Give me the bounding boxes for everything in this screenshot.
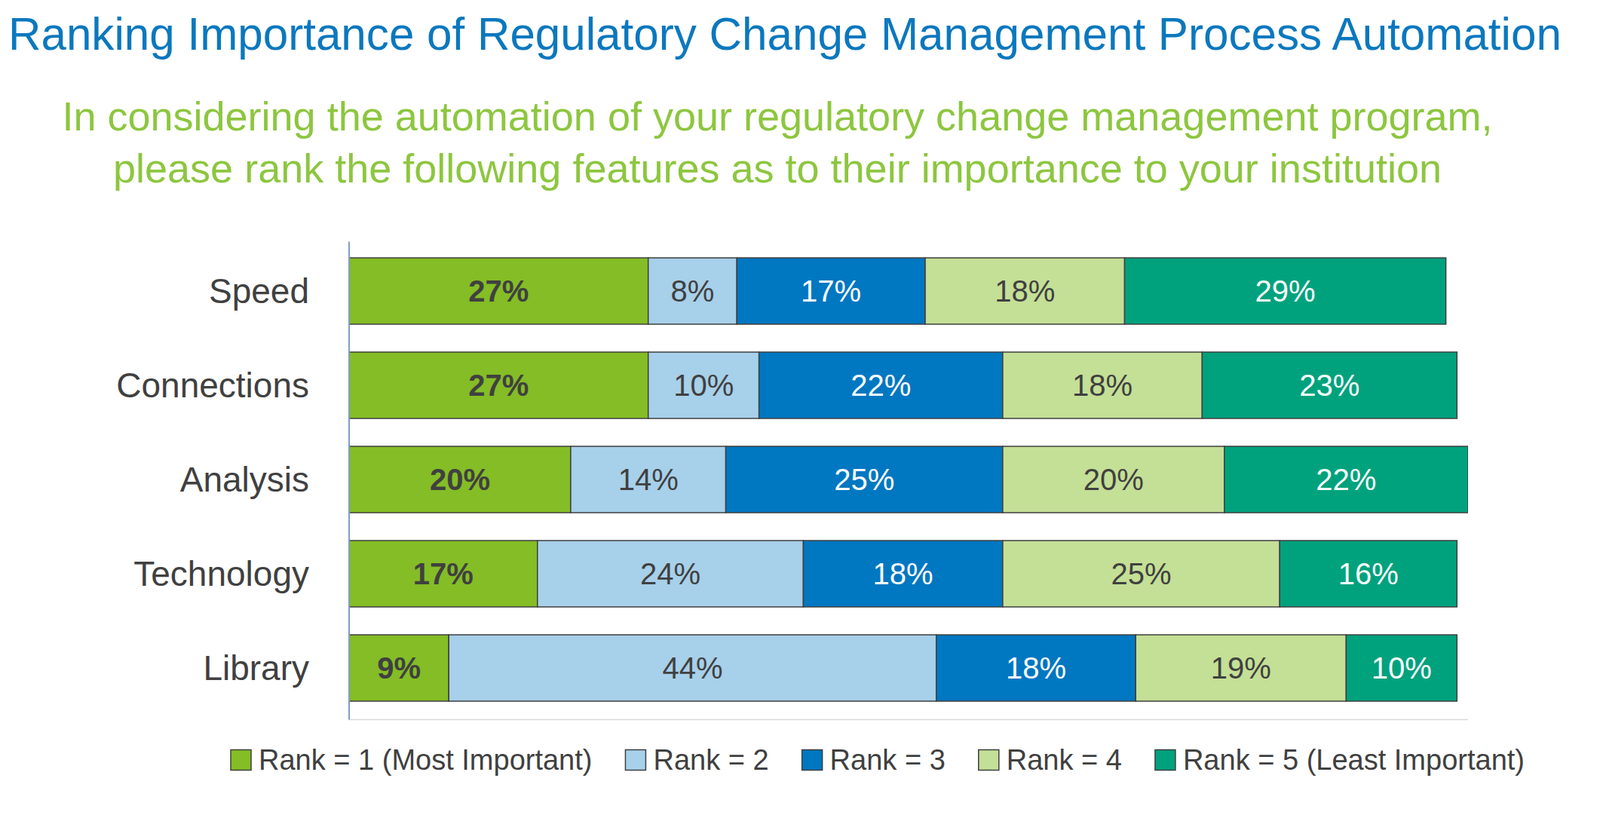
data-label: 22% [1315,462,1377,497]
category-label: Technology [133,554,310,594]
data-label: 18% [873,557,934,591]
bar-segment [925,257,1125,325]
bar-segment [648,352,760,419]
legend-label: Rank = 1 (Most Important) [258,744,592,776]
legend-swatch [802,750,823,771]
bar-segment [736,257,926,325]
legend: Rank = 1 (Most Important) Rank = 2 Rank = … [230,744,1525,776]
data-label: 18% [994,274,1055,308]
data-label: 27% [468,368,529,402]
bar-segment [570,446,727,513]
legend-item: Rank = 1 (Most Important) [230,744,592,776]
bar-segment [1224,446,1469,513]
category-label: Library [202,648,310,688]
data-label: 19% [1210,651,1272,685]
data-label: 8% [671,274,715,308]
bar-segment [349,257,649,325]
background [0,0,1600,815]
bar-segment [448,634,936,702]
data-label: 29% [1255,274,1316,308]
bar-segment [1124,257,1447,325]
data-label: 25% [1111,557,1172,591]
legend-swatch [625,750,646,771]
bar-segment [1279,540,1457,607]
data-label: 27% [468,274,529,308]
category-label: Speed [208,271,310,311]
bar-segment [349,446,571,513]
bar-segment [1135,634,1346,702]
category-label: Analysis [180,459,310,500]
bar-segment [726,446,1003,513]
legend-label: Rank = 5 (Least Important) [1183,744,1525,776]
data-label: 17% [800,274,862,308]
bar-segment [1201,352,1457,419]
page: {"chart_data": { "type": "bar", "orienta… [0,0,1600,815]
data-label: 24% [640,557,701,591]
legend-item: Rank = 3 [802,744,946,776]
legend-swatch [1155,750,1176,771]
legend-label: Rank = 4 [1006,744,1122,776]
data-label: 18% [1072,368,1133,402]
legend-label: Rank = 3 [830,744,946,776]
data-label: 20% [429,462,491,497]
subtitle: In considering the automation of your re… [61,93,1493,191]
y-axis-line [348,242,350,721]
data-label: 14% [618,462,679,497]
data-label: 10% [1371,651,1432,685]
subtitle-line: please rank the following features as to… [113,145,1442,191]
bar-segment [936,634,1136,702]
data-label: 25% [833,462,895,497]
data-label: 17% [413,557,474,591]
legend-item: Rank = 5 (Least Important) [1155,744,1525,776]
data-label: 16% [1338,557,1399,591]
data-label: 10% [673,368,734,402]
legend-swatch [978,750,1000,771]
subtitle-line: In considering the automation of your re… [61,93,1493,139]
bar-segment [759,352,1003,419]
data-label: 22% [850,368,911,402]
bar-segment [803,540,1003,607]
legend-label: Rank = 2 [652,744,769,776]
legend-swatch [230,750,252,771]
data-label: 44% [662,651,723,685]
data-label: 18% [1005,651,1067,685]
bar-segment [1002,540,1280,607]
bars [349,257,1469,702]
bar-segment [1002,352,1202,419]
data-labels: 27% 27% 20% 17% 9% 8% 10% 14% 24% 44% 17% 22% 25% 18%… [377,274,1432,685]
title: Ranking Importance of Regulatory Change … [8,9,1562,60]
legend-item: Rank = 4 [978,744,1122,776]
legend-item: Rank = 2 [625,744,769,776]
bar-segment [349,540,538,607]
bar-segment [1345,634,1457,702]
bar-segment [1002,446,1225,513]
bar-segment [537,540,804,607]
data-label: 9% [377,651,421,685]
bar-segment [648,257,738,325]
category-label: Connections [116,365,310,405]
data-label: 23% [1299,368,1360,402]
bar-segment [349,352,649,419]
data-label: 20% [1083,462,1144,497]
x-axis-line [349,719,1469,721]
bar-segment [349,634,449,702]
chart: Ranking Importance of Regulatory Change … [0,0,1600,815]
